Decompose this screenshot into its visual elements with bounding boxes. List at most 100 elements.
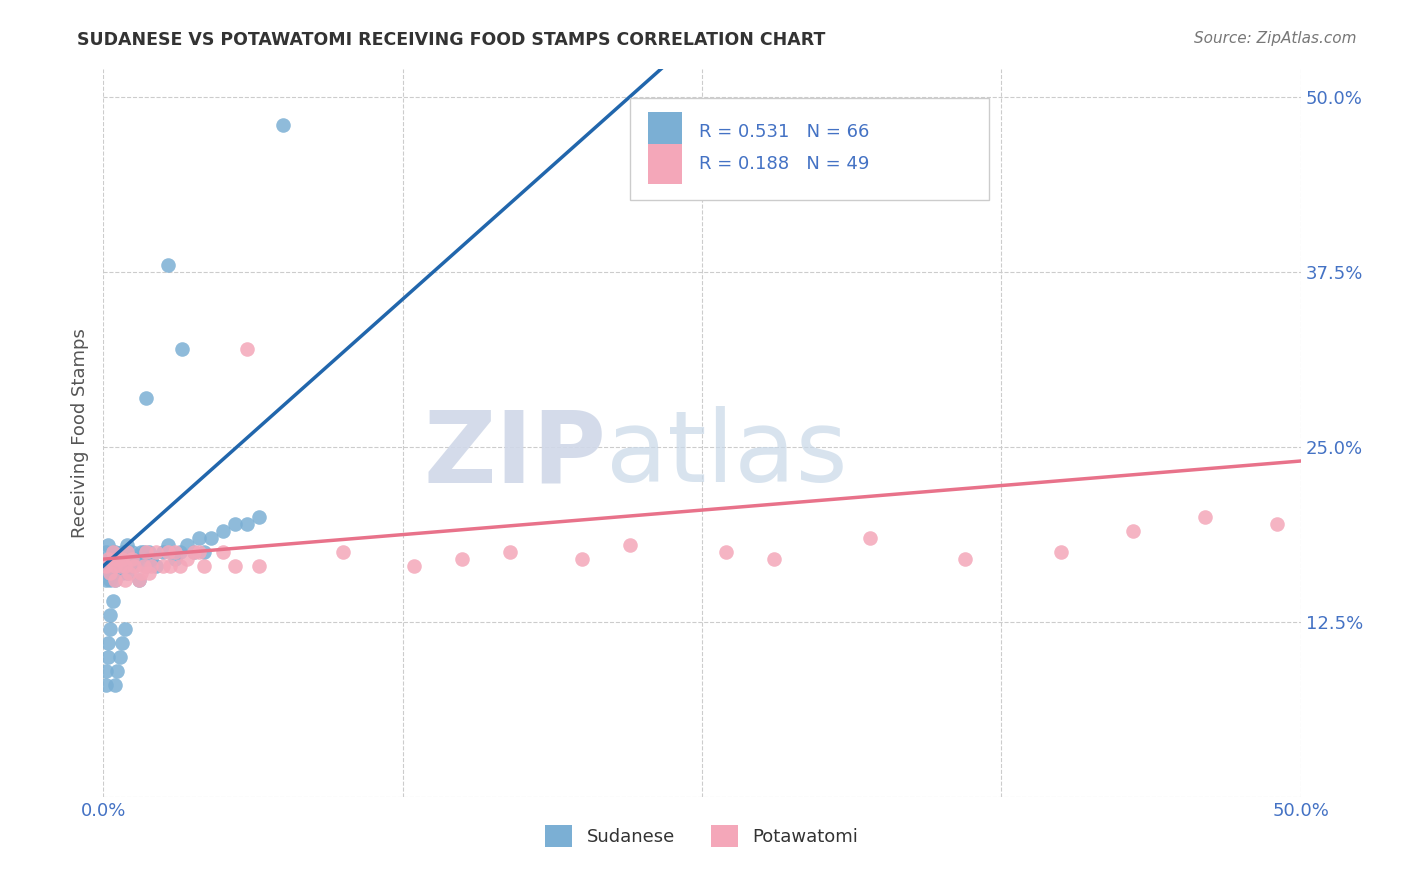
Point	[247, 559, 270, 574]
Point	[183, 545, 205, 559]
Point	[108, 552, 131, 566]
Point	[94, 559, 117, 574]
Point	[163, 552, 186, 566]
Point	[128, 573, 150, 587]
Point	[101, 545, 124, 559]
Point	[104, 545, 127, 559]
Point	[152, 559, 174, 574]
Point	[212, 545, 235, 559]
Point	[121, 552, 143, 566]
Point	[224, 559, 246, 574]
Point	[169, 559, 191, 574]
Point	[200, 531, 222, 545]
Point	[131, 545, 153, 559]
Point	[571, 552, 593, 566]
Point	[101, 594, 124, 608]
Point	[104, 559, 127, 574]
Point	[114, 545, 136, 559]
Point	[94, 545, 117, 559]
Point	[111, 566, 134, 581]
Point	[332, 545, 354, 559]
Point	[156, 545, 179, 559]
Point	[115, 545, 138, 559]
Text: SUDANESE VS POTAWATOMI RECEIVING FOOD STAMPS CORRELATION CHART: SUDANESE VS POTAWATOMI RECEIVING FOOD ST…	[77, 31, 825, 49]
Point	[97, 636, 120, 650]
Point	[94, 665, 117, 679]
Point	[122, 559, 145, 574]
Point	[107, 559, 129, 574]
Point	[98, 566, 121, 581]
Point	[159, 559, 181, 574]
Point	[135, 391, 157, 405]
Point	[451, 552, 474, 566]
Point	[97, 538, 120, 552]
Point	[131, 566, 153, 581]
Point	[97, 552, 120, 566]
Point	[104, 573, 127, 587]
Point	[404, 559, 426, 574]
Point	[187, 545, 209, 559]
Point	[212, 524, 235, 538]
Point	[128, 573, 150, 587]
Point	[145, 559, 167, 574]
Text: atlas: atlas	[606, 407, 848, 503]
Point	[114, 622, 136, 636]
Point	[139, 559, 162, 574]
Point	[271, 118, 294, 132]
Point	[111, 636, 134, 650]
Point	[187, 531, 209, 545]
Point	[94, 678, 117, 692]
Point	[1122, 524, 1144, 538]
Point	[156, 258, 179, 272]
Point	[98, 608, 121, 623]
Point	[135, 545, 157, 559]
Point	[101, 559, 124, 574]
Point	[118, 566, 141, 581]
Point	[114, 559, 136, 574]
Bar	[630, 98, 990, 200]
Text: Source: ZipAtlas.com: Source: ZipAtlas.com	[1194, 31, 1357, 46]
Text: R = 0.531   N = 66: R = 0.531 N = 66	[700, 123, 870, 141]
Point	[714, 545, 737, 559]
Point	[955, 552, 977, 566]
Point	[122, 559, 145, 574]
Point	[108, 650, 131, 665]
Point	[132, 545, 155, 559]
Point	[101, 545, 124, 559]
Point	[172, 342, 194, 356]
Point	[1265, 517, 1288, 532]
Point	[94, 573, 117, 587]
Point	[139, 552, 162, 566]
Point	[114, 573, 136, 587]
Point	[107, 552, 129, 566]
Point	[108, 559, 131, 574]
Point	[236, 342, 259, 356]
Point	[762, 552, 785, 566]
Point	[98, 573, 121, 587]
Point	[145, 545, 167, 559]
Point	[115, 545, 138, 559]
Point	[125, 552, 148, 566]
Point	[176, 538, 198, 552]
Point	[108, 559, 131, 574]
Point	[114, 559, 136, 574]
Point	[163, 545, 186, 559]
Point	[104, 678, 127, 692]
Point	[104, 566, 127, 581]
Bar	[648, 112, 682, 153]
Point	[619, 538, 641, 552]
Point	[858, 531, 880, 545]
Point	[111, 552, 134, 566]
Point	[156, 538, 179, 552]
Text: R = 0.188   N = 49: R = 0.188 N = 49	[700, 154, 870, 173]
Point	[118, 559, 141, 574]
Point	[138, 566, 160, 581]
Point	[115, 538, 138, 552]
Point	[104, 573, 127, 587]
Point	[247, 510, 270, 524]
Point	[169, 545, 191, 559]
Point	[236, 517, 259, 532]
Point	[121, 552, 143, 566]
Point	[107, 552, 129, 566]
Point	[138, 545, 160, 559]
